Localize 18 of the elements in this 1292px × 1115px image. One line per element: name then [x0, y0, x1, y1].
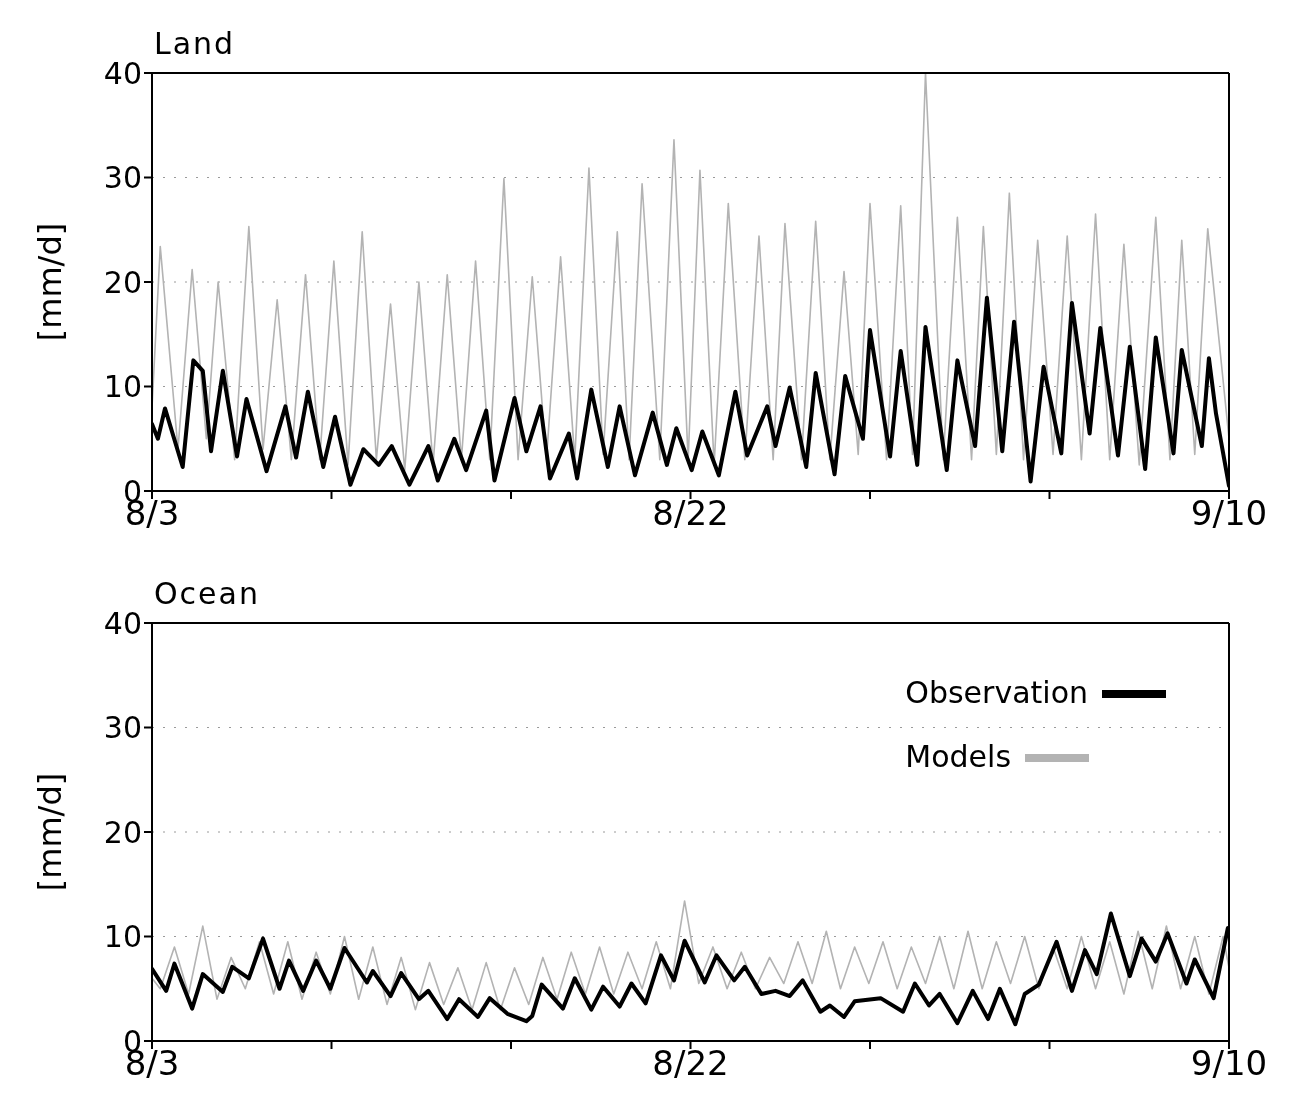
x-tick-label: 9/10 [1190, 1043, 1268, 1084]
chart-title: Land [154, 26, 236, 61]
y-tick-label: 20 [103, 814, 142, 850]
legend-label: Observation [905, 674, 1088, 710]
y-tick-label: 10 [103, 919, 142, 955]
x-tick-label: 9/10 [1190, 493, 1268, 534]
x-tick-label: 8/22 [652, 493, 729, 534]
y-axis-title: [mm/d] [31, 772, 70, 892]
legend-label: Models [905, 738, 1012, 774]
y-tick-label: 20 [103, 264, 142, 300]
y-axis-title: [mm/d] [31, 222, 70, 342]
chart-title: Ocean [154, 576, 260, 611]
x-tick-label: 8/22 [652, 1043, 729, 1084]
y-tick-label: 40 [103, 605, 142, 641]
y-tick-label: 30 [103, 160, 142, 196]
y-tick-label: 30 [103, 710, 142, 746]
y-tick-label: 40 [103, 55, 142, 91]
y-tick-label: 10 [103, 369, 142, 405]
